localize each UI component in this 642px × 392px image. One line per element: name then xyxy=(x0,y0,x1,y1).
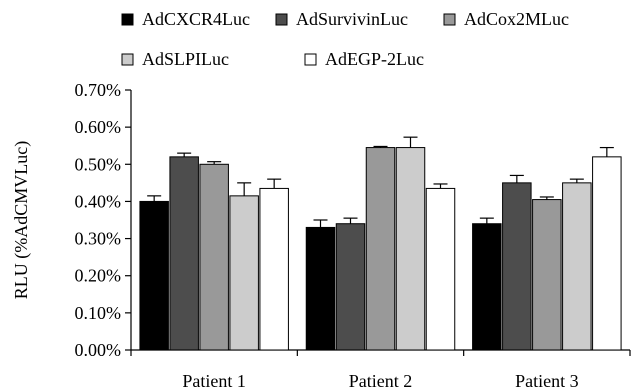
y-tick-label: 0.60% xyxy=(75,117,122,137)
legend-swatch xyxy=(121,53,134,66)
bar xyxy=(229,195,259,351)
y-tick-label: 0.20% xyxy=(75,266,122,286)
bar xyxy=(365,147,396,351)
y-tick-label: 0.50% xyxy=(75,154,122,174)
y-tick-label: 0.70% xyxy=(75,80,122,100)
legend-swatch xyxy=(275,13,288,26)
x-tick-label: Patient 1 xyxy=(182,371,246,391)
bar xyxy=(139,200,169,351)
bar xyxy=(472,223,502,351)
x-tick-label: Patient 3 xyxy=(515,371,579,391)
legend-label: AdEGP-2Luc xyxy=(325,49,424,69)
x-tick-label: Patient 2 xyxy=(349,371,413,391)
bar xyxy=(305,226,336,351)
y-tick-label: 0.30% xyxy=(75,229,122,249)
legend-label: AdCXCR4Luc xyxy=(142,9,250,29)
y-tick-label: 0.40% xyxy=(75,191,122,211)
legend-swatch xyxy=(443,13,456,26)
bar xyxy=(562,182,592,351)
bars xyxy=(139,136,622,351)
y-axis-title: RLU (%AdCMVLuc) xyxy=(11,141,32,299)
bar xyxy=(335,223,366,351)
bar xyxy=(395,147,426,351)
bar xyxy=(259,187,289,351)
bar xyxy=(425,187,456,351)
legend-swatch xyxy=(304,53,317,66)
x-axis: Patient 1 Patient 2 Patient 3 xyxy=(130,349,631,391)
legend-swatch xyxy=(121,13,134,26)
y-axis: 0.00% 0.10% 0.20% 0.30% 0.40% 0.50% 0.60% 0.70% xyxy=(75,80,132,360)
y-tick-label: 0.00% xyxy=(75,340,122,360)
bar xyxy=(502,182,532,351)
legend-label: AdCox2MLuc xyxy=(464,9,569,29)
legend-label: AdSurvivinLuc xyxy=(296,9,408,29)
y-tick-label: 0.10% xyxy=(75,303,122,323)
legend: AdCXCR4Luc AdSurvivinLuc AdCox2MLuc AdSLPIL… xyxy=(121,9,569,69)
bar xyxy=(532,199,562,351)
bar xyxy=(592,156,622,351)
legend-label: AdSLPILuc xyxy=(142,49,229,69)
bar xyxy=(169,156,199,351)
bar xyxy=(199,163,229,351)
